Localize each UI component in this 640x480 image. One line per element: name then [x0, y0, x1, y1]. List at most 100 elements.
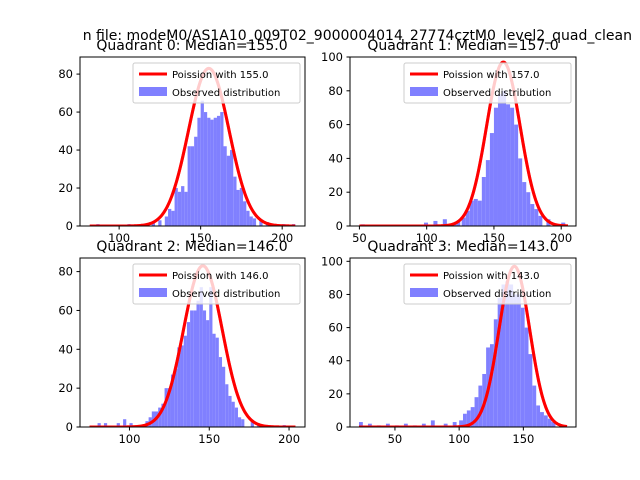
quadrant-3-legend-box	[403, 263, 572, 305]
quadrant-0-histogram-bar	[174, 188, 178, 226]
quadrant-3-histogram-bar	[540, 412, 544, 427]
quadrant-2-histogram-bar	[231, 401, 235, 427]
quadrant-0-title: Quadrant 0: Median=155.0	[96, 38, 287, 54]
quadrant-1-legend: Poission with 157.0 Observed distributio…	[403, 62, 572, 104]
quadrant-0-histogram-bar	[233, 176, 237, 226]
quadrant-3-histogram-bar	[520, 307, 525, 427]
quadrant-1-histogram-bar	[538, 215, 543, 226]
quadrant-1-legend-box	[403, 62, 572, 104]
quadrant-1-x-tick-label: 150	[483, 231, 505, 245]
quadrant-0-legend-line-label: Poission with 155.0	[172, 70, 268, 81]
quadrant-1-x-tick-label: 200	[550, 231, 572, 245]
quadrant-0-histogram-bar	[181, 186, 185, 226]
quadrant-2-histogram-bar	[215, 337, 219, 427]
quadrant-3-histogram-bar	[501, 284, 506, 427]
quadrant-1-title: Quadrant 1: Median=157.0	[367, 38, 558, 54]
quadrant-1-histogram-bar	[469, 200, 474, 226]
quadrant-1-chart: Quadrant 1: Median=157.0 50 100 150 200 0 20 4…	[321, 38, 577, 245]
quadrant-2-histogram-bar	[228, 395, 232, 427]
quadrant-1-y-tick-label: 0	[336, 219, 343, 233]
quadrant-1-y-tick-label: 100	[321, 50, 343, 64]
quadrant-0-axes-frame	[79, 56, 306, 227]
quadrant-2-histogram-bar	[225, 384, 229, 427]
quadrant-3-poisson-curve	[358, 264, 568, 427]
quadrant-2-plot-area: 100 150 200 0 20 40 60 80	[58, 257, 306, 446]
quadrant-0-histogram-bar	[158, 220, 162, 226]
quadrant-1-histogram-bar	[506, 104, 511, 226]
quadrant-0-histogram-bar	[216, 115, 221, 226]
quadrant-1-histogram-bar	[510, 107, 515, 226]
quadrant-3-histogram-bar	[430, 420, 435, 427]
quadrant-0-legend: Poission with 155.0 Observed distributio…	[132, 62, 301, 104]
quadrant-2-histogram-bar	[250, 421, 254, 427]
quadrant-1-legend-bar-label: Observed distribution	[443, 88, 551, 99]
quadrant-0-histogram-bar	[207, 117, 211, 226]
quadrant-0-y-tick-label: 80	[58, 67, 73, 81]
quadrant-2-histogram-bar	[167, 388, 171, 427]
quadrant-0-histogram-bar	[203, 112, 208, 226]
figure-suptitle: n file: modeM0/AS1A10_009T02_9000004014_…	[83, 28, 632, 44]
quadrant-2-histogram-bar	[241, 419, 245, 427]
quadrant-3-histogram-bar	[358, 422, 363, 427]
quadrant-2-x-tick-label: 150	[198, 432, 220, 446]
quadrant-1-histogram-bar	[518, 158, 523, 226]
quadrant-0-legend-bar-swatch	[139, 87, 167, 96]
quadrant-1-histogram-bar	[497, 94, 503, 226]
quadrant-1-histogram-bar	[456, 220, 461, 226]
quadrant-0-histogram-bar	[151, 222, 155, 226]
quadrant-3-histogram-bar	[497, 297, 502, 427]
quadrant-3-histogram-bar	[443, 423, 448, 427]
quadrant-2-histogram-bar	[177, 347, 181, 427]
quadrant-3-histogram-bar	[466, 410, 471, 427]
quadrant-0-y-tick-label: 0	[66, 219, 73, 233]
quadrant-3-legend-line-label: Poission with 143.0	[443, 271, 539, 282]
quadrant-3-x-tick-label: 100	[448, 432, 470, 446]
quadrant-1-y-tick-label: 40	[328, 151, 343, 165]
quadrant-1-histogram-bar	[465, 210, 470, 226]
quadrant-2-histogram-bar	[206, 320, 210, 427]
quadrant-0-histogram-bar	[259, 220, 263, 226]
quadrant-0-histogram-bar	[190, 146, 195, 226]
quadrant-1-y-tick-label: 80	[328, 84, 343, 98]
quadrant-1-histogram-bar	[514, 124, 519, 226]
quadrant-0-histogram-bar	[226, 155, 230, 226]
quadrant-0-histogram-bar	[210, 119, 214, 226]
quadrant-2-histogram-bar	[97, 423, 101, 427]
quadrant-0-histogram-bar	[213, 117, 217, 226]
quadrant-2-legend-line-label: Poission with 146.0	[172, 271, 268, 282]
quadrant-3-histogram-bar	[367, 423, 372, 427]
quadrant-1-x-tick-label: 50	[352, 231, 367, 245]
quadrant-2-histogram-bar	[103, 423, 108, 427]
quadrant-2-y-tick-label: 40	[58, 342, 73, 356]
quadrant-3-chart: 50 100 150 0 20 40 60 80 100 Poission with 143.0…	[321, 239, 577, 446]
quadrant-2-histogram-bar	[193, 310, 197, 427]
quadrant-3-plot-area: 50 100 150 0 20 40 60 80 100	[321, 254, 577, 446]
quadrant-2-histogram-bar	[202, 310, 207, 427]
quadrant-0-histogram-bar	[197, 117, 201, 226]
quadrant-0-x-tick-label: 150	[190, 231, 212, 245]
quadrant-2-histogram-bar	[237, 417, 242, 427]
quadrant-3-y-tick-label: 40	[328, 354, 343, 368]
quadrant-0-histogram-bar	[184, 191, 188, 226]
quadrant-2-y-tick-label: 80	[58, 265, 73, 279]
quadrant-0-histogram-bar	[220, 112, 224, 226]
quadrant-1-histogram-bar	[489, 133, 494, 226]
quadrant-0-histogram-bar	[249, 216, 253, 226]
quadrant-1-histogram-bar	[481, 176, 486, 226]
quadrant-1-plot-area: 50 100 150 200 0 20 40 60 80 100	[321, 50, 577, 245]
quadrant-3-histogram-bar	[509, 284, 514, 427]
quadrant-2-histogram-bar	[196, 300, 200, 427]
quadrant-1-histogram-bar	[485, 160, 490, 226]
quadrant-0-histogram-bar	[194, 136, 198, 226]
quadrant-1-y-tick-label: 20	[328, 185, 343, 199]
quadrant-2-histogram-bar	[190, 310, 194, 427]
quadrant-3-histogram-bar	[421, 423, 426, 427]
quadrant-2-title: Quadrant 2: Median=146.0	[96, 239, 287, 255]
quadrant-3-histogram-bar	[513, 294, 517, 427]
quadrant-2-histogram-bar	[161, 403, 165, 427]
quadrant-1-marks	[358, 60, 569, 226]
quadrant-3-histogram-bar	[403, 423, 408, 427]
quadrant-3-histogram-bar	[470, 407, 475, 427]
quadrant-3-y-tick-label: 80	[328, 287, 343, 301]
